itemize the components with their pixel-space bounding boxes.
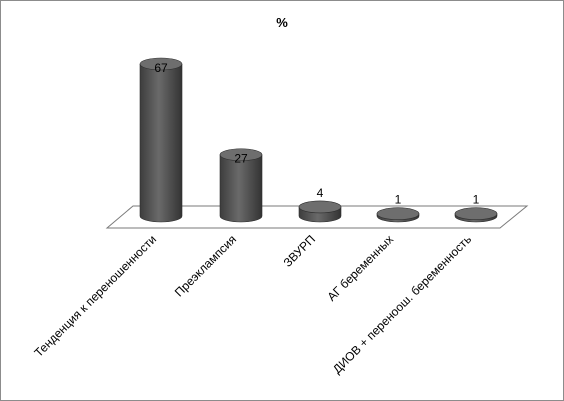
bar-top — [376, 207, 420, 221]
bar-1 — [139, 57, 183, 223]
bar-top — [298, 200, 342, 214]
bar-top — [139, 57, 183, 71]
data-label: 1 — [395, 193, 402, 207]
bar-top — [454, 207, 498, 221]
data-label: 4 — [317, 186, 324, 200]
bar-4 — [376, 207, 420, 223]
category-labels-group: Тенденция к перенoшенности Преэклампсия ЗВ… — [31, 232, 474, 376]
category-label: АГ беременных — [324, 232, 396, 304]
bar-top — [219, 148, 263, 162]
bar-body — [219, 154, 263, 223]
data-label: 27 — [234, 152, 248, 166]
chart-title: % — [276, 15, 288, 30]
category-label: ДИОВ + переноош. беременность — [330, 232, 474, 376]
bar-5 — [454, 207, 498, 223]
data-labels-group: 67 27 4 1 1 — [154, 61, 479, 207]
data-label: 1 — [473, 193, 480, 207]
category-label: Преэклампсия — [172, 232, 239, 299]
bars-group — [139, 57, 498, 223]
bar-body — [139, 63, 183, 223]
category-label: ЗВУРП — [281, 232, 319, 270]
bar-2 — [219, 148, 263, 223]
data-label: 67 — [154, 61, 168, 75]
bar-3 — [298, 200, 342, 223]
category-label: Тенденция к перенoшенности — [31, 232, 159, 360]
